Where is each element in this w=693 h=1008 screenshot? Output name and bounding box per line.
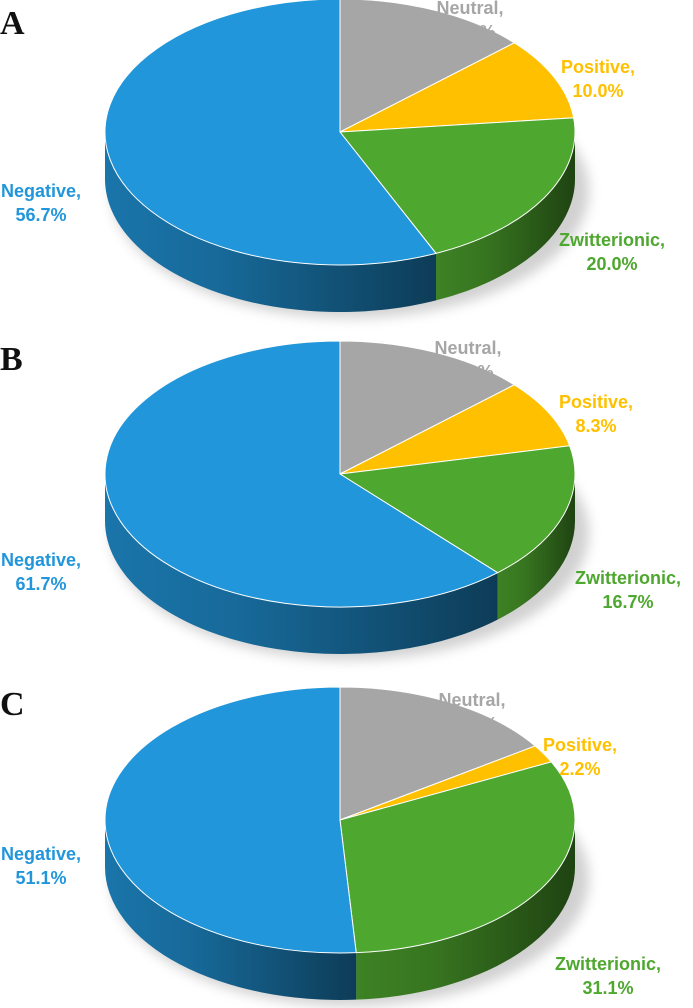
panel-letter: A (0, 5, 25, 42)
pie-side-negative (105, 474, 498, 654)
slice-label-zwitterionic: Zwitterionic, 31.1% (555, 954, 661, 998)
pie-slice-negative (104, 0, 437, 266)
pie-panel-b: B Neutral, 13.3% Positive, 8.3% Zwitterionic,… (0, 338, 681, 660)
slice-label-neutral: Neutral, 15.6% (438, 690, 505, 734)
pie-panel-c: C Neutral, 15.6% Positive, 2.2% Zwitterionic,… (0, 686, 661, 1006)
pie-slice-neutral (339, 0, 516, 133)
pie-slice-positive (339, 42, 575, 133)
pie-slice-negative (104, 340, 499, 608)
slice-label-negative: Negative, 51.1% (1, 844, 81, 888)
slice-label-positive: Positive, 2.2% (543, 735, 617, 779)
pie-slice-zwitterionic (339, 117, 576, 254)
pie-slice-neutral (339, 340, 516, 475)
slice-label-neutral: Neutral, 13.3% (436, 0, 503, 42)
pie-side-negative (105, 820, 357, 1000)
slice-label-positive: Positive, 10.0% (561, 57, 635, 101)
slice-label-zwitterionic: Zwitterionic, 16.7% (575, 568, 681, 612)
slice-label-zwitterionic: Zwitterionic, 20.0% (559, 230, 665, 274)
slice-label-negative: Negative, 61.7% (1, 550, 81, 594)
pie-slice-zwitterionic (339, 761, 576, 954)
pie-slice-zwitterionic (338, 445, 576, 574)
pie-panel-a: A Neutral, 13.3% Positive, 10.0% Zwitterionic… (0, 0, 665, 318)
slice-label-positive: Positive, 8.3% (559, 392, 633, 436)
panel-letter: B (0, 341, 23, 378)
slice-label-neutral: Neutral, 13.3% (434, 338, 501, 382)
pie-slice-neutral (339, 686, 537, 821)
slice-label-negative: Negative, 56.7% (1, 181, 81, 225)
panel-letter: C (0, 686, 25, 723)
pie-side-zwitterionic (436, 132, 575, 301)
pie-slice-positive (339, 384, 571, 475)
pie-side-zwitterionic (356, 820, 575, 1000)
pie-side-negative (105, 132, 437, 312)
pie-side-zwitterionic (497, 474, 575, 620)
pie-slice-negative (104, 686, 357, 954)
